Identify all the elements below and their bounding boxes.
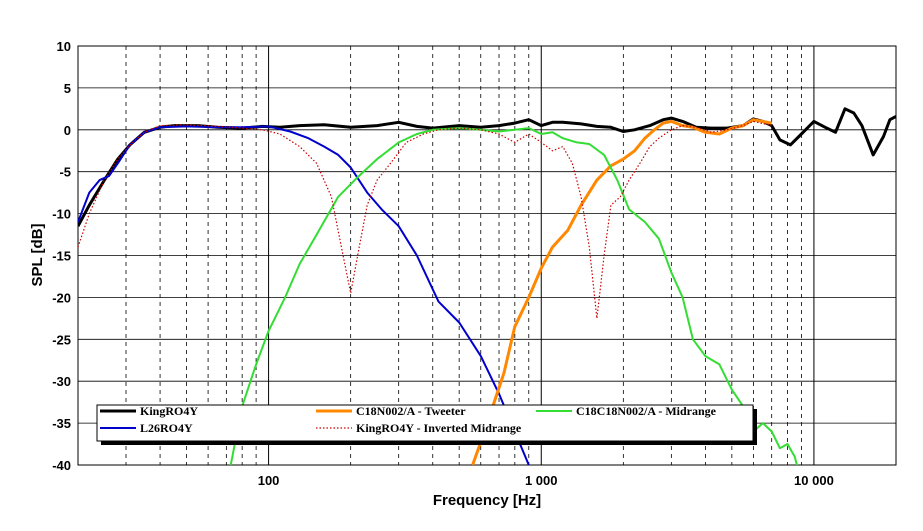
y-tick-label: -15 <box>52 249 71 264</box>
y-tick-label: -10 <box>52 207 71 222</box>
x-axis-label: Frequency [Hz] <box>433 492 541 509</box>
tick-labels: 10 5 0 -5 -10 -15 -20 -25 -30 -35 -40 100 1 000 10 00… <box>52 39 834 488</box>
series-group <box>78 107 896 465</box>
y-tick-label: 5 <box>64 81 71 96</box>
series-line-2 <box>78 125 530 465</box>
x-tick-label: 10 000 <box>794 473 834 488</box>
y-axis-label: SPL [dB] <box>29 223 46 286</box>
x-tick-label: 1 000 <box>525 473 558 488</box>
y-tick-label: -25 <box>52 332 71 347</box>
legend-label: KingRO4Y - Inverted Midrange <box>356 421 522 435</box>
y-tick-label: 10 <box>57 39 71 54</box>
legend-label: C18C18N002/A - Midrange <box>576 404 717 418</box>
x-tick-label: 100 <box>258 473 280 488</box>
y-tick-label: -40 <box>52 458 71 473</box>
y-tick-label: -30 <box>52 374 71 389</box>
y-tick-label: -5 <box>59 165 71 180</box>
y-tick-label: -20 <box>52 290 71 305</box>
y-tick-label: 0 <box>64 123 71 138</box>
legend-label: L26RO4Y <box>140 421 193 435</box>
legend: KingRO4Y L26RO4Y C18N002/A - Tweeter KingRO… <box>96 404 757 445</box>
y-tick-label: -35 <box>52 416 71 431</box>
legend-label: KingRO4Y <box>140 404 198 418</box>
series-line-5 <box>78 120 772 319</box>
series-line-3 <box>471 118 772 465</box>
legend-label: C18N002/A - Tweeter <box>356 404 466 418</box>
legend-box <box>96 404 754 442</box>
